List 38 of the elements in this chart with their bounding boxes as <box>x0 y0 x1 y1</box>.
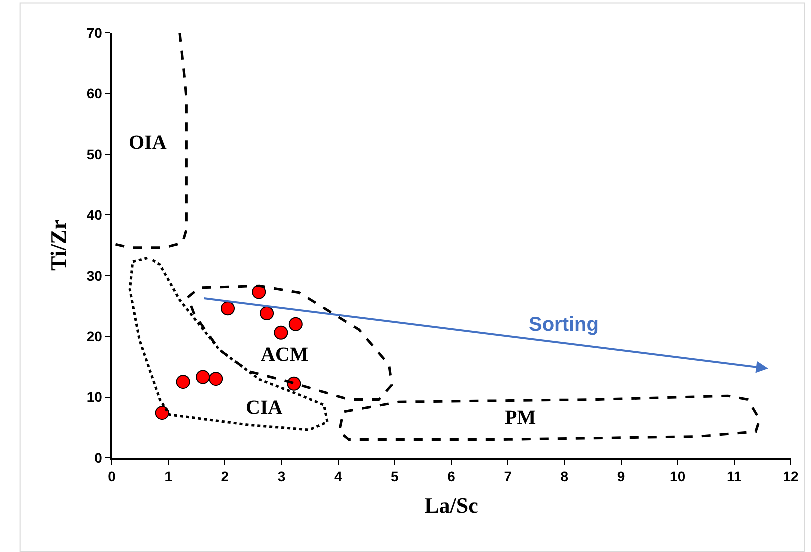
x-tick-label: 11 <box>727 468 742 485</box>
x-tick-label: 2 <box>221 468 230 485</box>
y-tick-label: 40 <box>86 207 103 224</box>
point <box>209 372 224 386</box>
x-tick-label: 9 <box>617 468 626 485</box>
point <box>221 302 235 316</box>
y-tick-label: 20 <box>86 328 103 344</box>
point <box>274 326 288 340</box>
x-tick-label: 5 <box>391 468 400 485</box>
x-tick-label: 4 <box>334 468 342 485</box>
y-tick-label: 30 <box>86 268 103 284</box>
y-tick-label: 60 <box>86 86 103 102</box>
annotation: ACM <box>261 344 309 366</box>
point <box>252 285 266 300</box>
point <box>260 306 274 320</box>
annotation: CIA <box>246 397 284 419</box>
y-axis-title: Ti/Zr <box>46 220 72 271</box>
x-tick-label: 10 <box>670 468 686 485</box>
x-tick-label: 0 <box>108 468 116 485</box>
point <box>288 317 303 332</box>
x-tick-label: 1 <box>164 468 173 485</box>
point <box>155 406 170 420</box>
x-tick-label: 8 <box>560 468 569 485</box>
y-tick-label: 0 <box>94 450 103 466</box>
y-tick-label: 10 <box>86 389 103 406</box>
annotation: Sorting <box>529 314 599 336</box>
line-series <box>338 394 762 442</box>
x-tick-label: 3 <box>278 468 286 485</box>
x-tick-label: 6 <box>448 468 456 485</box>
y-tick-label: 50 <box>86 146 103 162</box>
x-tick-label: 7 <box>504 468 512 485</box>
point <box>176 375 190 390</box>
x-tick-label: 12 <box>783 468 799 485</box>
point <box>196 370 210 384</box>
annotation: PM <box>505 407 536 429</box>
x-axis-title: La/Sc <box>424 492 479 518</box>
annotation: OIA <box>129 132 168 154</box>
y-tick-label: 70 <box>86 24 103 41</box>
